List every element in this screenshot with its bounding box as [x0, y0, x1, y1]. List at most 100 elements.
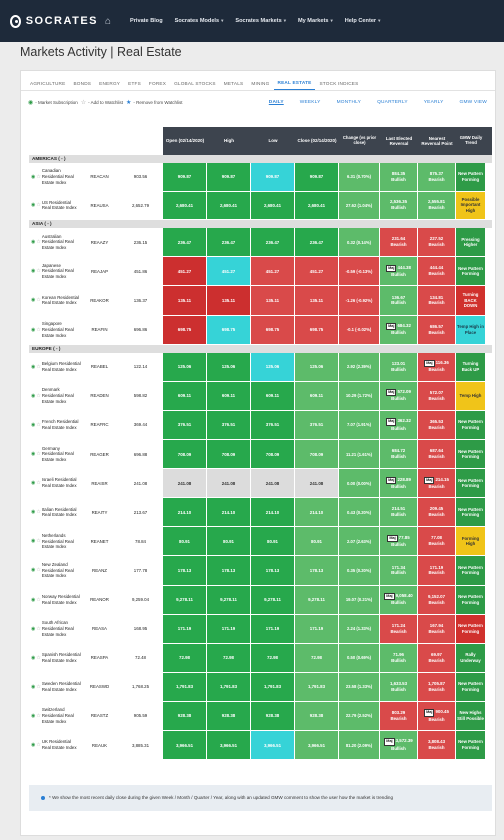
watchlist-star-icon[interactable]: ☆	[36, 326, 41, 333]
table-row[interactable]: ◉ ☆ Australian Residential Real Estate Ind…	[29, 228, 492, 258]
market-name[interactable]: Australian Residential Real Estate Index	[41, 233, 74, 250]
tab-bonds[interactable]: BONDS	[73, 81, 92, 86]
watchlist-star-icon[interactable]: ☆	[36, 683, 41, 690]
subscription-icon[interactable]: ◉	[31, 538, 36, 545]
table-row[interactable]: ◉ ☆ UK Residential Real Estate Index REAUK 3…	[29, 730, 492, 761]
watchlist-star-icon[interactable]: ☆	[36, 202, 41, 209]
table-row[interactable]: ◉ ☆ Singapore Residential Real Estate Inde…	[29, 315, 492, 345]
table-row[interactable]: ◉ ☆ Switzerland Residential Real Estate In…	[29, 701, 492, 731]
tab-forex[interactable]: FOREX	[148, 81, 167, 86]
nav-item-1[interactable]: Socrates Models ▾	[174, 18, 224, 24]
market-name[interactable]: Netherlands Residential Real Estate Inde…	[41, 532, 74, 550]
watchlist-star-icon[interactable]: ☆	[36, 421, 41, 428]
tab-real-estate[interactable]: REAL ESTATE	[273, 80, 316, 90]
market-name[interactable]: Israeli Residential Real Estate Index	[41, 477, 77, 489]
tab-energy[interactable]: ENERGY	[99, 81, 121, 86]
market-name[interactable]: Germany Residential Real Estate Index	[41, 445, 74, 462]
table-row[interactable]: ◉ ☆ US Residential Real Estate Index REAUSA…	[29, 191, 492, 220]
watchlist-star-icon[interactable]: ☆	[36, 538, 41, 545]
market-name[interactable]: US Residential Real Estate Index	[41, 199, 77, 211]
watchlist-star-icon[interactable]: ☆	[36, 742, 41, 749]
group-header[interactable]: ASIA ( - )	[29, 220, 492, 228]
table-row[interactable]: ◉ ☆ Netherlands Residential Real Estate In…	[29, 527, 492, 557]
watchlist-star-icon[interactable]: ☆	[36, 625, 41, 632]
market-name[interactable]: Denmark Residential Real Estate Index	[41, 387, 74, 404]
period-gmw-view[interactable]: GMW VIEW	[459, 99, 487, 105]
market-name[interactable]: Canadian Residential Real Estate Index	[41, 168, 74, 185]
tab-metals[interactable]: METALS	[223, 81, 244, 86]
market-name[interactable]: Norway Residential Real Estate Index	[41, 593, 80, 605]
tab-global-stocks[interactable]: GLOBAL STOCKS	[174, 81, 216, 86]
table-row[interactable]: ◉ ☆ Belgium Residential Real Estate Index R…	[29, 352, 492, 382]
market-name[interactable]: Japanese Residential Real Estate Index	[41, 262, 74, 280]
market-name[interactable]: Belgium Residential Real Estate Index	[41, 361, 81, 372]
market-name[interactable]: Italian Residential Real Estate Index	[41, 506, 77, 518]
table-row[interactable]: ◉ ☆ Italian Residential Real Estate Index R…	[29, 498, 492, 528]
nav-item-4[interactable]: Help Center ▾	[344, 18, 381, 24]
table-row[interactable]: ◉ ☆ New Zealand Residential Real Estate In…	[29, 556, 492, 586]
nav-item-0[interactable]: Private Blog	[130, 18, 163, 24]
subscription-icon[interactable]: ◉	[31, 596, 36, 603]
table-row[interactable]: ◉ ☆ Norway Residential Real Estate Index RE…	[29, 585, 492, 615]
subscription-icon[interactable]: ◉	[31, 421, 36, 428]
market-name[interactable]: Sweden Residential Real Estate Index	[41, 681, 81, 692]
table-row[interactable]: ◉ ☆ Japanese Residential Real Estate Index…	[29, 257, 492, 287]
market-name[interactable]: French Residential Real Estate Index	[41, 419, 79, 430]
nav-item-2[interactable]: Socrates Markets ▾	[235, 18, 286, 24]
subscription-icon[interactable]: ◉	[31, 268, 36, 275]
subscription-icon[interactable]: ◉	[31, 239, 36, 246]
period-quarterly[interactable]: QUARTERLY	[377, 99, 408, 105]
watchlist-star-icon[interactable]: ☆	[36, 712, 41, 719]
tab-stock-indices[interactable]: STOCK INDICES	[319, 81, 359, 86]
period-weekly[interactable]: WEEKLY	[299, 99, 321, 105]
market-name[interactable]: Spanish Residential Real Estate Index	[41, 652, 81, 663]
subscription-icon[interactable]: ◉	[31, 742, 36, 749]
watchlist-star-icon[interactable]: ☆	[36, 567, 41, 574]
period-daily[interactable]: DAILY	[268, 99, 284, 105]
watchlist-star-icon[interactable]: ☆	[36, 480, 41, 487]
market-name[interactable]: Korean Residential Real Estate Index	[41, 294, 79, 306]
subscription-icon[interactable]: ◉	[31, 654, 36, 661]
group-header[interactable]: AMERICAS ( - )	[29, 155, 492, 163]
subscription-icon[interactable]: ◉	[31, 451, 36, 458]
watchlist-star-icon[interactable]: ☆	[36, 173, 41, 180]
nav-item-3[interactable]: My Markets ▾	[297, 18, 333, 24]
brand-logo[interactable]: SOCRATES	[10, 14, 98, 28]
watchlist-star-icon[interactable]: ☆	[36, 239, 41, 246]
market-name[interactable]: New Zealand Residential Real Estate Inde…	[41, 561, 74, 579]
tab-etfs[interactable]: ETFS	[128, 81, 141, 86]
table-row[interactable]: ◉ ☆ South African Residential Real Estate …	[29, 614, 492, 644]
table-row[interactable]: ◉ ☆ Canadian Residential Real Estate Index…	[29, 163, 492, 192]
subscription-icon[interactable]: ◉	[31, 202, 36, 209]
market-name[interactable]: Switzerland Residential Real Estate Inde…	[41, 707, 74, 724]
table-row[interactable]: ◉ ☆ Sweden Residential Real Estate Index RE…	[29, 672, 492, 702]
watchlist-star-icon[interactable]: ☆	[36, 596, 41, 603]
watchlist-star-icon[interactable]: ☆	[36, 654, 41, 661]
table-row[interactable]: ◉ ☆ Denmark Residential Real Estate Index R…	[29, 381, 492, 411]
table-row[interactable]: ◉ ☆ Korean Residential Real Estate Index RE…	[29, 286, 492, 316]
watchlist-star-icon[interactable]: ☆	[36, 392, 41, 399]
watchlist-star-icon[interactable]: ☆	[36, 268, 41, 275]
subscription-icon[interactable]: ◉	[31, 297, 36, 304]
subscription-icon[interactable]: ◉	[31, 625, 36, 632]
subscription-icon[interactable]: ◉	[31, 173, 36, 180]
subscription-icon[interactable]: ◉	[31, 567, 36, 574]
table-row[interactable]: ◉ ☆ French Residential Real Estate Index RE…	[29, 410, 492, 441]
subscription-icon[interactable]: ◉	[31, 712, 36, 719]
watchlist-star-icon[interactable]: ☆	[36, 297, 41, 304]
table-row[interactable]: ◉ ☆ Spanish Residential Real Estate Index R…	[29, 643, 492, 673]
home-icon[interactable]: ⌂	[104, 15, 112, 27]
subscription-icon[interactable]: ◉	[31, 683, 36, 690]
table-row[interactable]: ◉ ☆ Israeli Residential Real Estate Index R…	[29, 469, 492, 499]
tab-agriculture[interactable]: AGRICULTURE	[30, 81, 66, 86]
subscription-icon[interactable]: ◉	[31, 392, 36, 399]
market-name[interactable]: UK Residential Real Estate Index	[41, 739, 77, 751]
period-yearly[interactable]: YEARLY	[423, 99, 444, 105]
subscription-icon[interactable]: ◉	[31, 480, 36, 487]
subscription-icon[interactable]: ◉	[31, 363, 36, 370]
group-header[interactable]: EUROPE ( - )	[29, 344, 492, 353]
table-row[interactable]: ◉ ☆ Germany Residential Real Estate Index R…	[29, 440, 492, 470]
market-name[interactable]: Singapore Residential Real Estate Index	[41, 321, 74, 338]
tab-mining[interactable]: MINING	[251, 81, 270, 86]
watchlist-star-icon[interactable]: ☆	[36, 451, 41, 458]
